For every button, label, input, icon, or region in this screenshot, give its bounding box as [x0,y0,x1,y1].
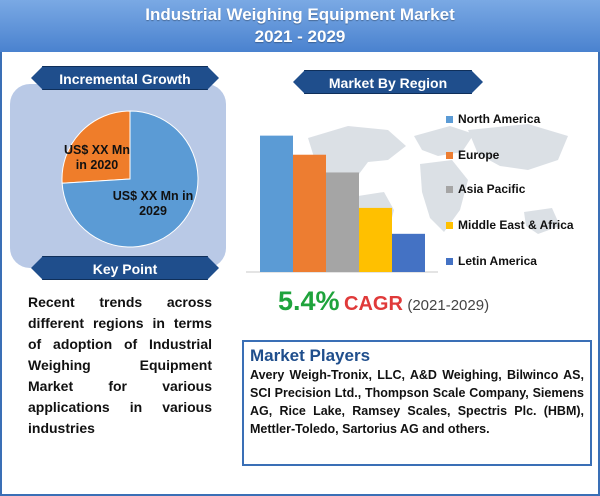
legend-item-asia-pacific: Asia Pacific [446,182,525,196]
legend-item-north-america: North America [446,112,540,126]
legend-item-middle-east-africa: Middle East & Africa [446,218,574,232]
legend-swatch [446,116,453,124]
market-by-region-title: Market By Region [328,75,448,91]
legend-label: Letin America [458,254,537,268]
legend-swatch [446,258,453,266]
legend-label: Asia Pacific [458,182,526,196]
key-point-title: Key Point [92,261,158,277]
market-by-region-ribbon: Market By Region [293,70,483,94]
page-subtitle-years: 2021 - 2029 [254,27,346,46]
pie-data-label: US$ XX Mn in 2029 [113,189,194,218]
region-bar-chart [246,124,568,273]
bar-europe [293,154,326,272]
legend-label: North America [458,112,541,126]
pie-slice [61,110,131,184]
legend-swatch [446,186,453,194]
incremental-growth-ribbon: Incremental Growth [31,66,219,90]
legend-item-europe: Europe [446,148,499,162]
bar-north-america [260,135,293,272]
pie-slice [61,110,199,248]
incremental-growth-pie: US$ XX Mn in 2020 US$ XX Mn in 2029 [55,104,205,254]
key-point-ribbon: Key Point [31,256,219,280]
legend-item-latin-america: Letin America [446,254,537,268]
market-players-box: Market Players Avery Weigh-Tronix, LLC, … [242,340,592,466]
legend-label: Middle East & Africa [458,218,574,232]
pie-data-label: US$ XX Mn in 2020 [64,143,130,172]
pie-chart: US$ XX Mn in 2020 US$ XX Mn in 2029 [61,110,199,248]
market-players-title: Market Players [250,346,371,365]
page-title: Industrial Weighing Equipment Market [145,5,455,24]
cagr-period: (2021-2029) [407,297,490,314]
market-players-list: Avery Weigh-Tronix, LLC, A&D Weighing, B… [250,368,584,436]
bar-asia-pacific [326,172,359,272]
cagr-display: 5.4% CAGR (2021-2029) [278,286,578,317]
legend-swatch [446,152,453,160]
bars-group [260,135,425,272]
incremental-growth-title: Incremental Growth [59,71,191,87]
legend-swatch [446,222,453,230]
cagr-value: 5.4% [278,286,340,316]
legend-label: Europe [458,148,500,162]
bar-letin-america [392,233,425,272]
bar-middle-east-africa [359,207,392,272]
key-point-text: Recent trends across different regions i… [28,294,212,436]
cagr-label: CAGR [344,293,403,315]
page-header: Industrial Weighing Equipment Market 202… [0,0,600,52]
